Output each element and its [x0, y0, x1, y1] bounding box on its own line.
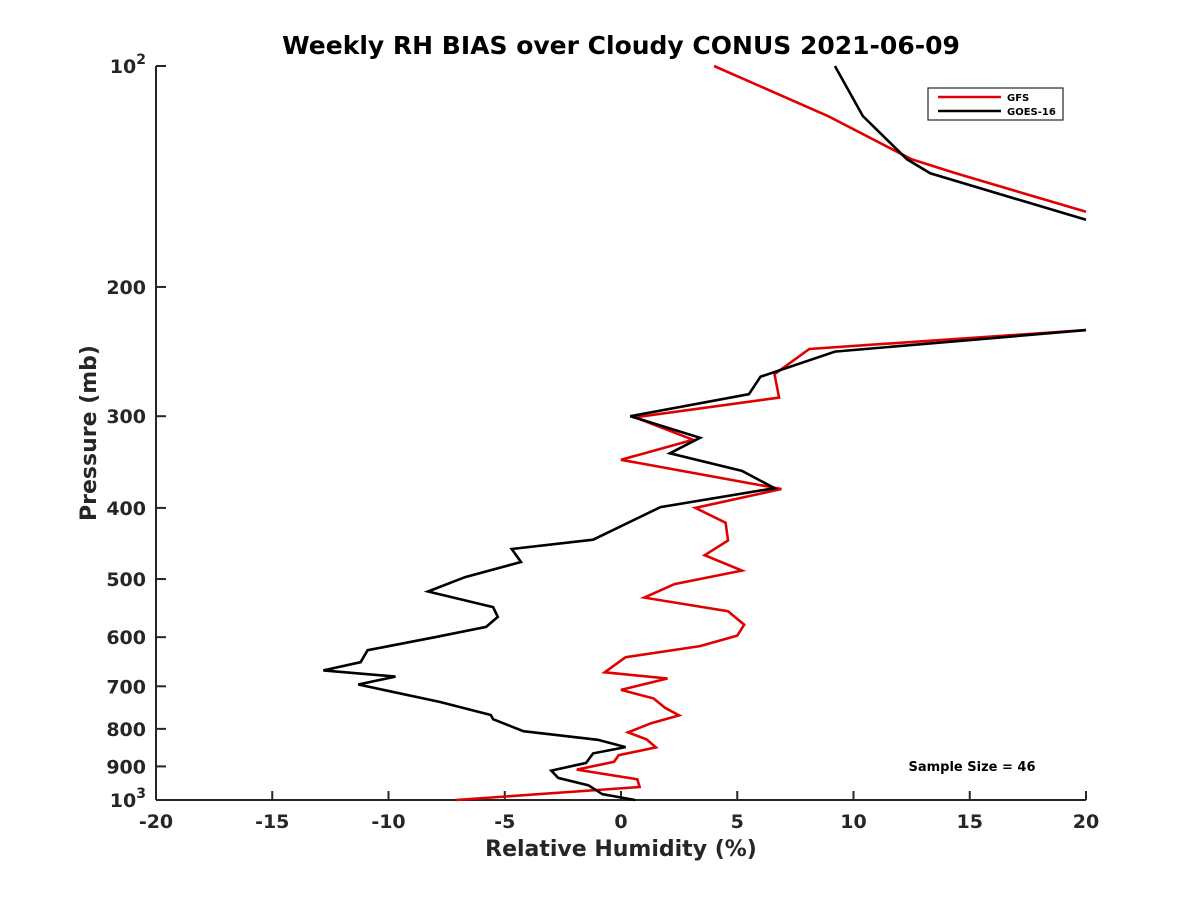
sample-size-annotation: Sample Size = 46	[908, 760, 1035, 775]
x-tick-label: -5	[494, 811, 515, 833]
y-tick-label: 102	[110, 52, 146, 78]
y-tick-label: 700	[106, 676, 146, 698]
y-tick-label: 400	[106, 498, 146, 520]
y-tick-label: 300	[106, 406, 146, 428]
y-tick-label: 600	[106, 627, 146, 649]
x-tick-label: -15	[255, 811, 289, 833]
y-tick-label: 900	[106, 756, 146, 778]
y-tick-label: 800	[106, 719, 146, 741]
y-tick-label: 103	[110, 786, 146, 812]
y-tick-label: 200	[106, 277, 146, 299]
x-tick-label: -20	[139, 811, 173, 833]
series-line-goes16-segment-2	[323, 328, 1087, 802]
y-tick-label: 500	[106, 569, 146, 591]
x-tick-label: 15	[957, 811, 983, 833]
series-layer	[323, 64, 1087, 802]
chart-title: Weekly RH BIAS over Cloudy CONUS 2021-06…	[282, 31, 960, 60]
x-tick-label: 20	[1073, 811, 1099, 833]
series-line-gfs-segment-2	[455, 328, 1087, 802]
x-tick-label: 10	[840, 811, 866, 833]
y-ticks: 102 200 300 400 500 600 700 800 900 103	[106, 52, 166, 812]
legend-label-goes16: GOES-16	[1007, 107, 1056, 118]
series-line-goes16-segment-1	[833, 65, 1087, 222]
y-axis-label: Pressure (mb)	[77, 345, 102, 521]
x-tick-label: 5	[731, 811, 744, 833]
x-axis-label: Relative Humidity (%)	[485, 837, 757, 862]
series-line-gfs-segment-1	[713, 64, 1087, 214]
x-tick-label: -10	[371, 811, 405, 833]
legend-box	[927, 87, 1064, 121]
legend-label-gfs: GFS	[1007, 93, 1029, 104]
legend: GFS GOES-16	[927, 87, 1064, 121]
x-ticks: -20 -15 -10 -5 0 5 10 15 20	[139, 791, 1099, 833]
x-tick-label: 0	[614, 811, 627, 833]
